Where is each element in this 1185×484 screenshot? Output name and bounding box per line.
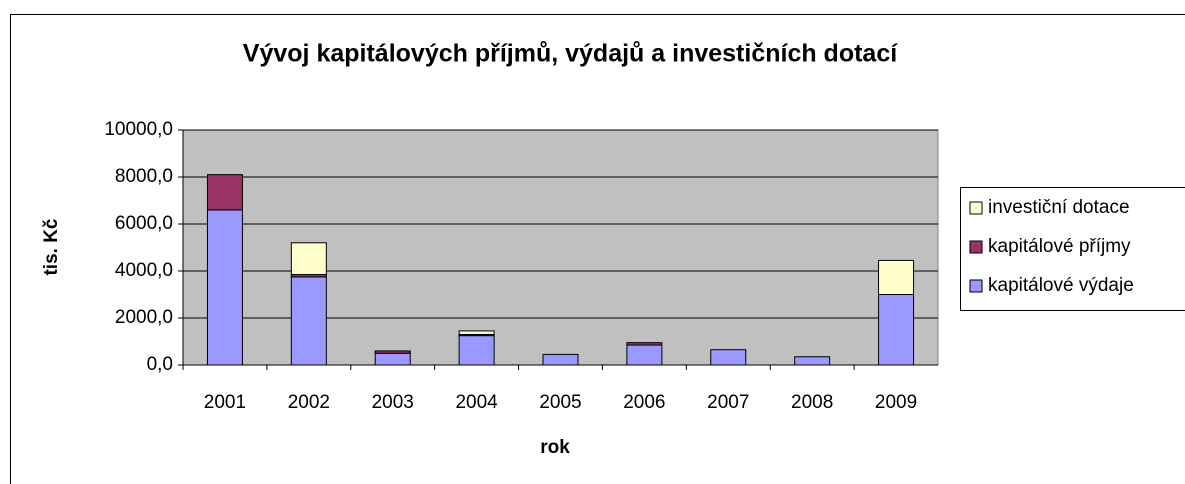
x-tick-label: 2009	[875, 392, 917, 413]
y-tick-label: 6000,0	[115, 213, 173, 234]
bar-segment	[626, 342, 663, 346]
x-tick-label: 2007	[707, 392, 749, 413]
legend-label: kapitálové výdaje	[988, 275, 1134, 296]
legend-label: kapitálové příjmy	[988, 236, 1131, 257]
bar-segment	[206, 174, 243, 211]
bar-segment	[374, 352, 411, 366]
x-tick-label: 2006	[623, 392, 665, 413]
bar-segment	[206, 209, 243, 366]
bar-segment	[290, 276, 327, 366]
bar-segment	[458, 335, 495, 366]
y-tick-label: 0,0	[147, 354, 173, 375]
legend-swatch	[969, 279, 983, 293]
x-tick-label: 2001	[204, 392, 246, 413]
bar-segment	[710, 349, 747, 366]
legend-swatch	[969, 240, 983, 254]
x-axis-title: rok	[540, 437, 570, 458]
chart-title: Vývoj kapitálových příjmů, výdajů a inve…	[243, 40, 898, 68]
legend-box	[960, 187, 1185, 311]
y-tick-label: 2000,0	[115, 307, 173, 328]
x-tick-label: 2008	[791, 392, 833, 413]
bar-segment	[458, 330, 495, 335]
y-axis-title: tis. Kč	[41, 218, 62, 275]
x-tick-label: 2004	[455, 392, 498, 413]
x-tick-label: 2003	[372, 392, 414, 413]
bar-segment	[878, 259, 915, 295]
legend-label: investiční dotace	[988, 197, 1130, 218]
y-tick-label: 8000,0	[115, 166, 173, 187]
bar-segment	[290, 242, 327, 276]
x-tick-label: 2002	[288, 392, 330, 413]
bar-segment	[374, 350, 411, 354]
y-tick-label: 4000,0	[115, 260, 173, 281]
bar-segment	[794, 356, 831, 366]
bar-segment	[878, 294, 915, 366]
y-tick-label: 10000,0	[104, 119, 173, 140]
bar-segment	[626, 344, 663, 366]
x-tick-label: 2005	[539, 392, 581, 413]
legend-swatch	[969, 201, 983, 215]
bar-segment	[542, 353, 579, 366]
